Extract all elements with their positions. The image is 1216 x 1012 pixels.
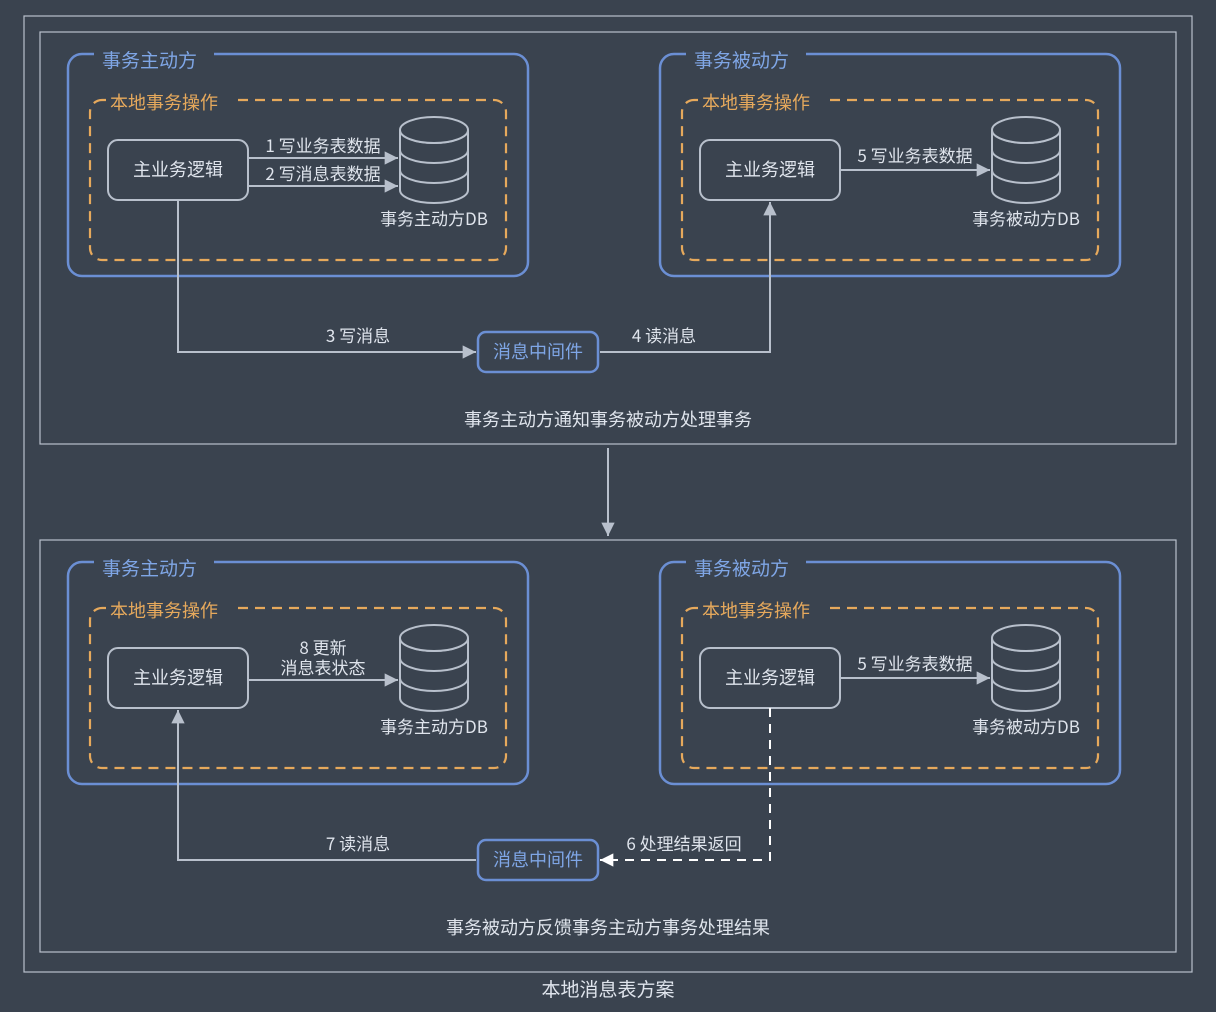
local-txn-title-s2-active: 本地事务操作 — [110, 597, 218, 623]
db-label-s2-passive: 事务被动方DB — [972, 713, 1080, 738]
local-txn-title-s2-passive: 本地事务操作 — [702, 597, 810, 623]
actor-title-s1-passive: 事务被动方 — [694, 46, 789, 73]
logic-label-s1-active: 主业务逻辑 — [133, 156, 223, 182]
middleware-label-s1: 消息中间件 — [493, 338, 583, 364]
edge-3-label: 3 写消息 — [326, 322, 390, 347]
local-txn-title-s1-active: 本地事务操作 — [110, 89, 218, 115]
middleware-label-s2: 消息中间件 — [493, 846, 583, 872]
db-label-s1-active: 事务主动方DB — [380, 205, 488, 230]
logic-label-s1-passive: 主业务逻辑 — [725, 156, 815, 182]
actor-title-s2-passive: 事务被动方 — [694, 554, 789, 581]
logic-label-s2-active: 主业务逻辑 — [133, 664, 223, 690]
overall-title: 本地消息表方案 — [541, 975, 674, 1002]
edge-1-label: 1 写业务表数据 — [265, 132, 380, 157]
actor-title-s1-active: 事务主动方 — [102, 46, 197, 73]
db-label-s1-passive: 事务被动方DB — [972, 205, 1080, 230]
edge-6-label: 6 处理结果返回 — [626, 830, 741, 855]
stage1-caption: 事务主动方通知事务被动方处理事务 — [464, 406, 752, 432]
logic-label-s2-passive: 主业务逻辑 — [725, 664, 815, 690]
edge-8-label-b: 消息表状态 — [281, 654, 366, 679]
edge-2-label: 2 写消息表数据 — [265, 160, 380, 185]
edge-5-s2-label: 5 写业务表数据 — [857, 650, 972, 675]
db-label-s2-active: 事务主动方DB — [380, 713, 488, 738]
actor-title-s2-active: 事务主动方 — [102, 554, 197, 581]
edge-5-s1-label: 5 写业务表数据 — [857, 142, 972, 167]
stage2-caption: 事务被动方反馈事务主动方事务处理结果 — [446, 914, 770, 940]
edge-4-label: 4 读消息 — [632, 322, 696, 347]
local-txn-title-s1-passive: 本地事务操作 — [702, 89, 810, 115]
edge-7-label: 7 读消息 — [326, 830, 390, 855]
